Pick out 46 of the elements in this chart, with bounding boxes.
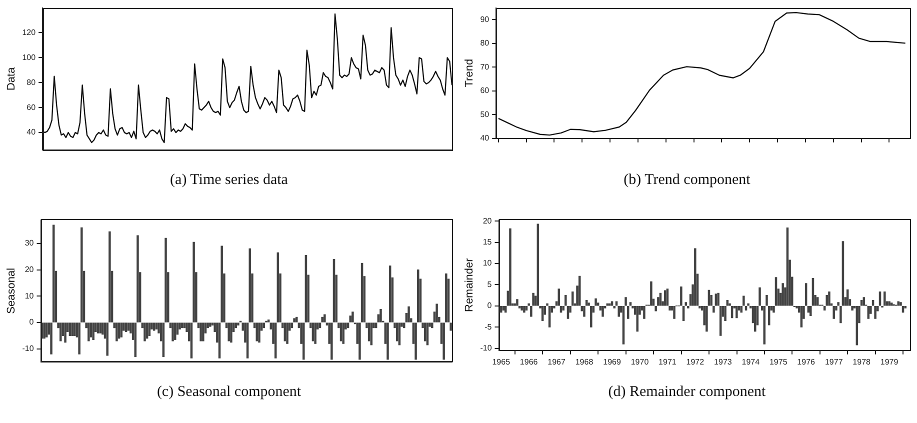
y-axis-title: Remainder [464, 257, 476, 312]
x-tick-label: 1977 [824, 356, 844, 366]
x-tick-label: 1972 [686, 356, 705, 366]
y-tick-label: 10 [24, 290, 34, 300]
x-tick-label: 1966 [520, 356, 538, 366]
x-tick-label: 1969 [603, 356, 622, 366]
y-tick-label: -10 [22, 344, 34, 353]
y-tick-label: 30 [24, 238, 34, 248]
y-tick-label: 40 [480, 134, 490, 143]
x-tick-label: 1967 [548, 356, 566, 366]
y-tick-label: 80 [480, 38, 490, 48]
text: (d) Remainder component [607, 384, 767, 400]
y-tick-label: 60 [26, 102, 36, 112]
x-tick-label: 1979 [880, 356, 899, 366]
y-tick-label: 20 [24, 264, 34, 274]
text: (b) Trend component [622, 172, 752, 189]
x-tick-label: 1973 [714, 356, 732, 366]
y-tick-label: 40 [26, 128, 36, 137]
y-tick-label: 15 [482, 236, 492, 246]
x-tick-label: 1965 [492, 356, 511, 366]
text: (c) Seasonal component [156, 384, 302, 400]
y-tick-label: -10 [480, 342, 492, 352]
y-tick-label: 120 [22, 28, 36, 37]
x-tick-label: 1978 [852, 356, 872, 366]
y-tick-label: 5 [487, 279, 492, 288]
y-axis-title: Seasonal [6, 267, 18, 314]
x-tick-label: 1971 [658, 356, 677, 366]
y-tick-label: 100 [22, 52, 36, 62]
x-tick-label: 1974 [742, 356, 760, 366]
x-tick-label: 1975 [769, 356, 788, 366]
y-tick-label: 20 [482, 216, 492, 225]
y-tick-label: 80 [26, 78, 36, 87]
x-tick-label: 1976 [797, 356, 816, 366]
y-tick-label: -5 [484, 322, 492, 331]
y-tick-label: 60 [480, 86, 490, 96]
y-tick-label: 90 [480, 14, 490, 24]
y-tick-label: 0 [29, 317, 34, 326]
y-axis-title: Trend [464, 58, 476, 88]
y-tick-label: 50 [480, 110, 490, 119]
x-tick-label: 1970 [630, 356, 650, 366]
y-tick-label: 70 [480, 62, 490, 72]
y-tick-label: 0 [487, 300, 492, 310]
y-axis-title: Data [6, 66, 18, 91]
x-tick-label: 1968 [575, 356, 594, 366]
text: (a) Time series data [169, 172, 289, 189]
y-tick-label: 10 [482, 258, 492, 268]
